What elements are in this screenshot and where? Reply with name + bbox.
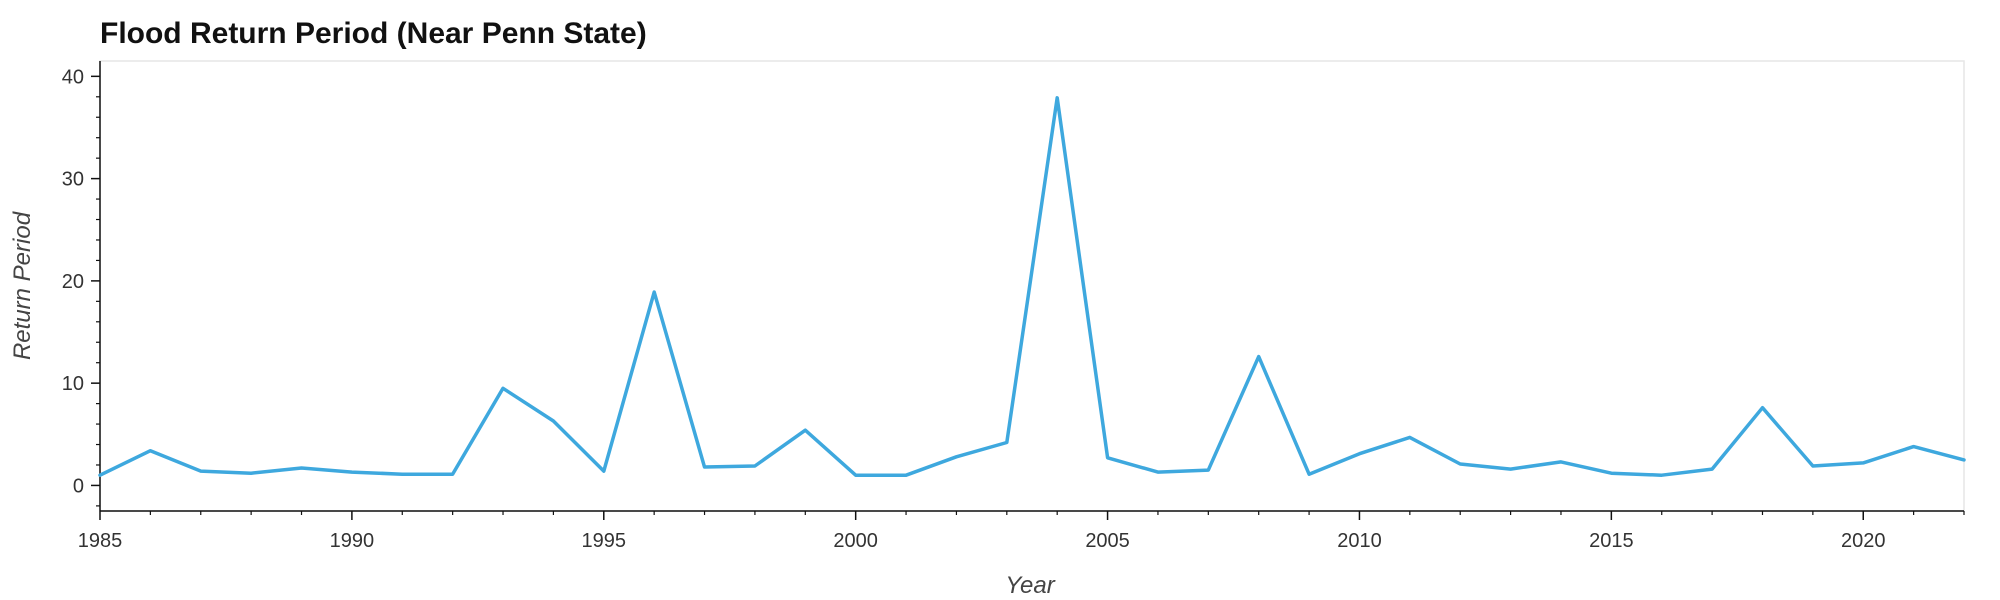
x-tick-label: 2010 xyxy=(1337,530,1382,552)
plot-area xyxy=(99,60,1965,512)
x-axis: 1985 1990 1995 2000 2005 2010 2015 2020 xyxy=(78,510,1965,552)
y-tick-label: 30 xyxy=(62,169,84,191)
series-layer xyxy=(98,96,1966,477)
x-tick-label: 1990 xyxy=(330,530,375,552)
y-tick-label: 40 xyxy=(62,66,84,88)
y-axis: 0 10 20 30 40 xyxy=(62,61,101,511)
y-tick-label: 0 xyxy=(73,475,84,497)
x-tick-label: 1995 xyxy=(582,530,627,552)
x-tick-label: 1985 xyxy=(78,530,123,552)
x-tick-label: 2015 xyxy=(1589,530,1634,552)
x-tick-label: 2005 xyxy=(1085,530,1130,552)
series-line xyxy=(98,96,1966,477)
y-tick-label: 10 xyxy=(62,373,84,395)
x-axis-label: Year xyxy=(1005,572,1055,599)
y-tick-label: 20 xyxy=(62,271,84,293)
x-tick-label: 2020 xyxy=(1841,530,1886,552)
y-axis-label: Return Period xyxy=(9,211,36,360)
x-tick-label: 2000 xyxy=(833,530,878,552)
chart-title: Flood Return Period (Near Penn State) xyxy=(100,17,647,50)
